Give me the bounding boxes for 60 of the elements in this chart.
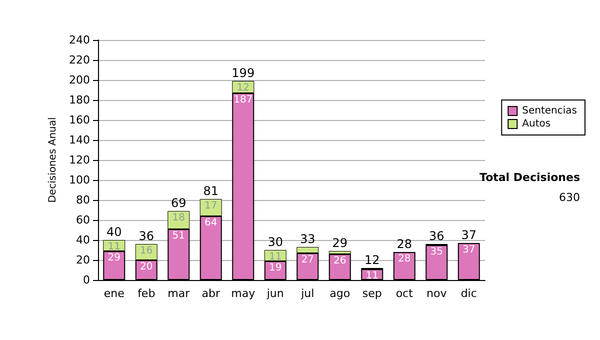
data-label: 28 bbox=[398, 254, 411, 264]
data-label: 18 bbox=[172, 212, 185, 224]
data-label: 19 bbox=[269, 262, 282, 274]
data-label: 37 bbox=[462, 244, 476, 256]
annotation: Total Decisiones bbox=[480, 171, 580, 184]
y-tick-label: 0 bbox=[83, 274, 90, 286]
total-label: 29 bbox=[332, 236, 348, 250]
legend-label: Autos bbox=[522, 118, 551, 130]
total-label: 199 bbox=[232, 66, 255, 80]
total-label: 12 bbox=[364, 253, 380, 267]
data-label: 11 bbox=[366, 270, 378, 282]
x-tick-label: jul bbox=[300, 287, 314, 300]
y-tick-label: 100 bbox=[69, 174, 90, 186]
x-tick-label: dic bbox=[460, 287, 477, 300]
total-label: 30 bbox=[268, 235, 284, 249]
data-label: 26 bbox=[334, 256, 346, 266]
data-label: 20 bbox=[140, 262, 153, 272]
y-tick-label: 180 bbox=[69, 94, 90, 106]
x-tick-label: ene bbox=[104, 287, 125, 300]
x-tick-label: jun bbox=[266, 287, 284, 300]
data-label: 187 bbox=[234, 94, 253, 106]
y-tick-label: 80 bbox=[76, 194, 90, 206]
y-tick-label: 40 bbox=[76, 234, 90, 246]
total-label: 81 bbox=[203, 184, 219, 198]
total-label: 28 bbox=[396, 237, 412, 251]
y-tick-label: 160 bbox=[69, 114, 90, 126]
y-tick-label: 140 bbox=[69, 134, 90, 146]
legend-label: Sentencias bbox=[522, 106, 578, 116]
y-tick-label: 220 bbox=[69, 54, 90, 66]
y-tick-label: 20 bbox=[76, 254, 90, 266]
total-label: 36 bbox=[428, 229, 444, 243]
data-label: 35 bbox=[430, 246, 443, 258]
total-label: 69 bbox=[170, 196, 186, 210]
y-tick-label: 240 bbox=[69, 34, 90, 46]
total-label: 40 bbox=[106, 225, 122, 239]
y-axis-title: Decisiones Anual bbox=[48, 117, 59, 203]
data-label: 16 bbox=[140, 246, 153, 256]
total-label: 37 bbox=[461, 228, 477, 242]
total-label: 33 bbox=[300, 232, 316, 246]
data-label: 17 bbox=[204, 200, 218, 212]
x-tick-label: oct bbox=[396, 287, 414, 300]
data-label: 27 bbox=[301, 254, 314, 266]
data-label: 51 bbox=[172, 230, 185, 242]
data-label: 64 bbox=[204, 218, 218, 228]
x-tick-label: abr bbox=[202, 287, 220, 300]
data-label: 12 bbox=[236, 82, 250, 94]
x-tick-label: ago bbox=[330, 287, 350, 300]
x-tick-label: nov bbox=[426, 287, 448, 300]
x-tick-label: may bbox=[231, 287, 256, 300]
y-tick-label: 120 bbox=[69, 154, 90, 166]
total-label: 36 bbox=[138, 229, 154, 243]
data-label: 29 bbox=[108, 252, 120, 264]
x-tick-label: feb bbox=[138, 287, 156, 300]
y-tick-label: 60 bbox=[76, 214, 90, 226]
x-tick-label: mar bbox=[168, 287, 190, 300]
x-tick-label: sep bbox=[362, 287, 382, 300]
data-label: 11 bbox=[269, 252, 282, 262]
data-label: 11 bbox=[108, 242, 120, 252]
text: 630 bbox=[559, 191, 580, 204]
y-tick-label: 200 bbox=[69, 74, 90, 86]
